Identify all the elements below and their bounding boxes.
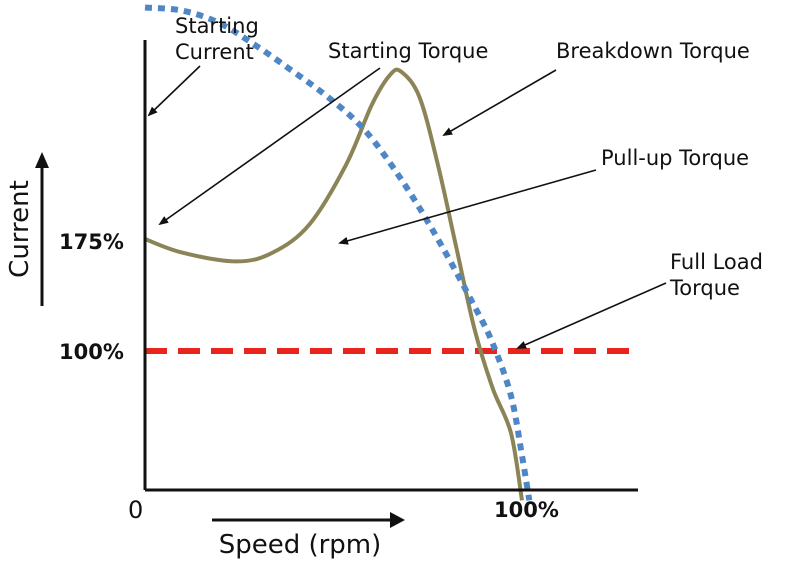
annotation-starting-current-line-1: Starting [175, 14, 259, 38]
y-axis-arrow-head [35, 152, 49, 168]
annotation-pull-up-torque: Pull-up Torque [601, 146, 749, 170]
annotation-starting-current-line-2: Current [175, 40, 254, 64]
y-tick-label-100: 100% [59, 340, 124, 364]
x-tick-label-100: 100% [494, 498, 559, 522]
annotation-arrow-breakdown-torque [442, 69, 557, 137]
annotation-starting-current: Starting Current [175, 14, 265, 64]
series-layer [144, 4, 640, 501]
x-axis-arrow-head [390, 512, 405, 528]
y-axis-label: Current [5, 180, 35, 278]
x-tick-label-0: 0 [128, 496, 143, 524]
annotation-full-load-torque-line-2: Torque [669, 276, 740, 300]
x-axis-label: Speed (rpm) [219, 530, 382, 560]
y-tick-label-175: 175% [59, 230, 124, 254]
current-curve [144, 4, 533, 501]
torque-curve [144, 67, 524, 501]
annotation-starting-torque: Starting Torque [328, 39, 488, 63]
annotation-arrow-pull-up-torque [338, 169, 597, 245]
annotation-arrow-full-load-torque [516, 282, 667, 349]
annotation-breakdown-torque: Breakdown Torque [556, 39, 750, 63]
annotation-full-load-torque: Full Load Torque [669, 250, 770, 300]
annotation-arrow-starting-torque [158, 67, 381, 226]
annotation-full-load-torque-line-1: Full Load [670, 250, 763, 274]
annotation-arrow-starting-current [147, 65, 201, 117]
